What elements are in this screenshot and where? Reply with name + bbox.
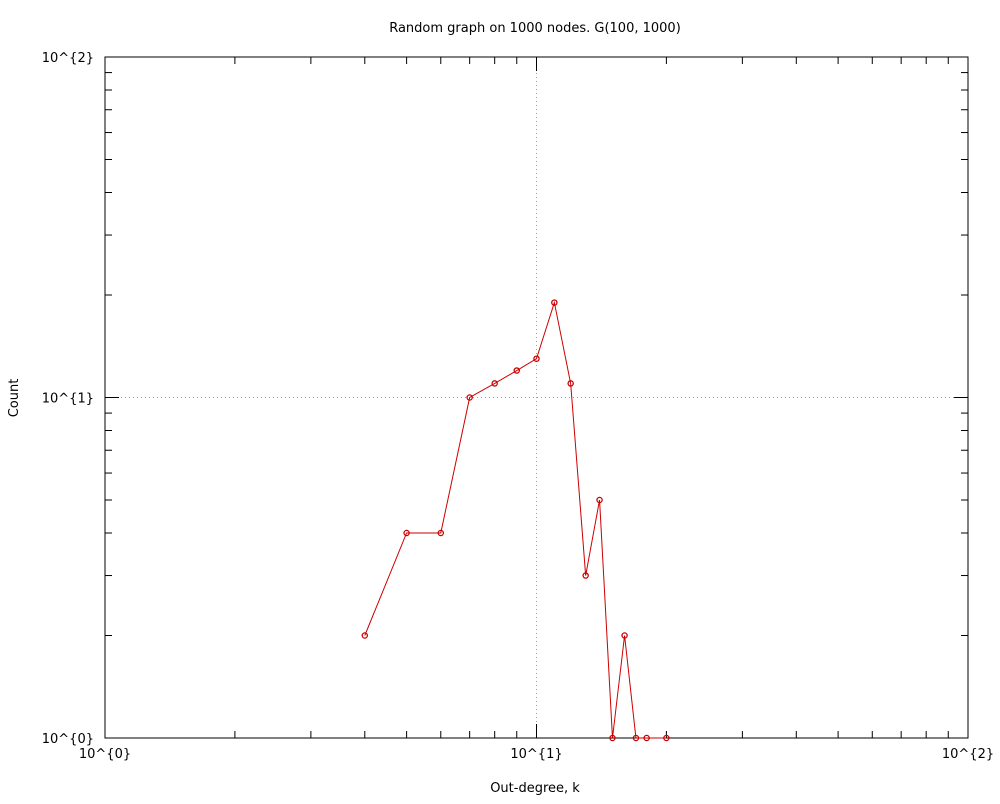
data-point-3: [466, 394, 473, 401]
data-point-1: [403, 529, 410, 537]
minor-tick-layer: [105, 57, 968, 738]
grid-layer: [105, 57, 968, 738]
data-point-9: [582, 572, 589, 579]
x-tick-label-1: 10^{1}: [510, 747, 562, 762]
data-point-10: [596, 496, 603, 504]
data-point-2: [437, 529, 445, 537]
data-point-14: [643, 734, 650, 742]
x-axis-label: Out-degree, k: [490, 781, 580, 796]
y-tick-label-2: 10^{2}: [42, 51, 94, 66]
x-tick-label-layer: 10^{0} 10^{1} 10^{2}: [79, 747, 994, 762]
y-tick-label-0: 10^{0}: [42, 732, 94, 747]
data-point-4: [491, 380, 498, 387]
x-tick-label-2: 10^{2}: [942, 747, 994, 762]
data-point-11: [609, 734, 616, 742]
data-point-12: [621, 632, 628, 639]
data-point-8: [567, 380, 574, 387]
data-point-6: [533, 355, 540, 362]
y-tick-label-layer: 10^{0} 10^{1} 10^{2}: [42, 51, 94, 747]
plot-frame: [104, 56, 969, 739]
y-axis-label: Count: [7, 379, 22, 418]
data-point-15: [663, 734, 670, 742]
x-tick-label-0: 10^{0}: [79, 747, 131, 762]
chart-title: Random graph on 1000 nodes. G(100, 1000): [389, 21, 681, 36]
data-point-5: [513, 367, 521, 374]
series-line-0: [364, 300, 667, 739]
series-layer: [361, 299, 670, 742]
data-point-0: [361, 632, 369, 639]
y-tick-label-1: 10^{1}: [42, 392, 94, 407]
data-point-7: [551, 299, 558, 306]
data-point-13: [632, 734, 640, 742]
